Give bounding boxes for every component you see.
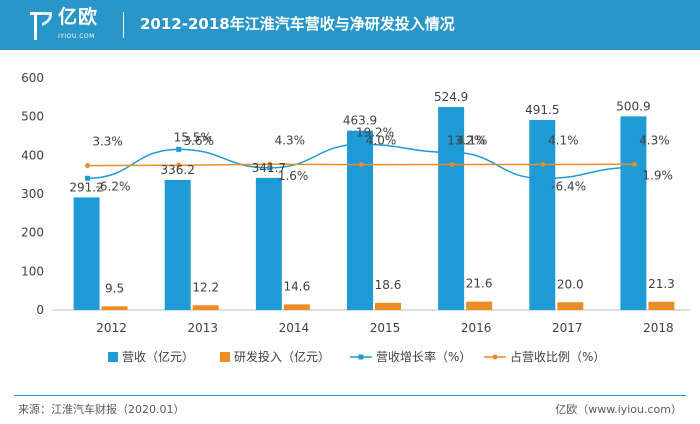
legend-marker bbox=[492, 354, 498, 360]
rd-bar bbox=[283, 304, 310, 310]
rd-bar-label: 21.6 bbox=[466, 277, 493, 291]
rd-ratio-point bbox=[449, 162, 455, 168]
revenue-bar-label: 291.2 bbox=[69, 180, 103, 194]
revenue-bar-label: 500.9 bbox=[616, 99, 650, 113]
logo-subtext: IYIOU.COM bbox=[58, 33, 95, 40]
rd-ratio-point bbox=[631, 161, 637, 167]
rd-ratio-label: 4.3% bbox=[639, 133, 670, 147]
rd-ratio-label: 4.0% bbox=[366, 134, 397, 148]
rd-bar bbox=[557, 302, 584, 310]
rd-bar bbox=[648, 301, 675, 310]
rd-ratio-point bbox=[540, 162, 546, 168]
legend-label: 研发投入（亿元） bbox=[234, 349, 330, 364]
revenue-bar bbox=[164, 180, 191, 310]
label-layer: 291.2 336.2 341.7 463.9 524.9 491.5 500.9 9.5 12… bbox=[69, 90, 674, 295]
rd-bar-label: 21.3 bbox=[648, 277, 675, 291]
rd-bar-label: 12.2 bbox=[192, 280, 219, 294]
rd-bar bbox=[466, 301, 493, 310]
growth-rate-point bbox=[267, 165, 273, 171]
x-tick-label: 2015 bbox=[370, 321, 401, 335]
rd-ratio-point bbox=[267, 161, 273, 167]
revenue-bar bbox=[73, 197, 100, 310]
rd-bar bbox=[101, 306, 128, 310]
header-banner: 亿欧 IYIOU.COM 2012-2018年江淮汽车营收与净研发投入情况 bbox=[0, 0, 700, 50]
rd-ratio-point bbox=[176, 162, 182, 168]
growth-rate-label: -6.2% bbox=[96, 179, 131, 193]
growth-rate-label: -6.4% bbox=[551, 180, 586, 194]
growth-rate-point bbox=[540, 176, 546, 182]
rd-ratio-label: 4.3% bbox=[275, 133, 306, 147]
revenue-bar bbox=[620, 116, 647, 310]
rd-bar bbox=[192, 305, 219, 310]
rd-ratio-label: 4.1% bbox=[548, 134, 579, 148]
y-tick-label: 200 bbox=[21, 226, 44, 240]
growth-rate-label: 15.5% bbox=[174, 130, 212, 144]
bar-layer bbox=[73, 107, 675, 310]
x-tick-label: 2013 bbox=[187, 321, 218, 335]
rd-bar-label: 18.6 bbox=[375, 278, 402, 292]
x-tick-label: 2017 bbox=[552, 321, 583, 335]
growth-rate-label: 19.2% bbox=[356, 125, 394, 139]
page-title: 2012-2018年江淮汽车营收与净研发投入情况 bbox=[140, 15, 455, 33]
yiou-logo-icon bbox=[30, 12, 53, 40]
revenue-bar bbox=[255, 177, 282, 310]
rd-bar-label: 9.5 bbox=[105, 281, 124, 295]
growth-rate-point bbox=[358, 141, 364, 147]
revenue-bar bbox=[347, 130, 373, 310]
rd-ratio-point bbox=[358, 162, 364, 168]
legend: 营收（亿元） 研发投入（亿元） 营收增长率（%） 占营收比例（%） bbox=[108, 349, 605, 364]
legend-marker bbox=[358, 354, 364, 360]
growth-rate-point bbox=[631, 164, 637, 170]
revenue-rd-chart: 0 100 200 300 400 500 600 2012 2013 2014 2015 2016 2… bbox=[21, 71, 690, 364]
growth-rate-label: 1.9% bbox=[642, 168, 673, 182]
rd-ratio-point bbox=[85, 163, 91, 169]
legend-label: 营收增长率（%） bbox=[376, 349, 471, 364]
source-note: 来源：江淮汽车财报（2020.01） bbox=[18, 403, 185, 416]
growth-rate-label: 1.6% bbox=[278, 169, 309, 183]
growth-rate-label: 13.2% bbox=[447, 133, 485, 147]
revenue-bar-label: 491.5 bbox=[525, 103, 559, 117]
growth-rate-point bbox=[176, 146, 182, 152]
y-tick-label: 500 bbox=[21, 110, 44, 124]
x-tick-label: 2014 bbox=[279, 321, 310, 335]
y-tick-label: 0 bbox=[36, 303, 44, 317]
revenue-bar bbox=[438, 107, 465, 310]
growth-rate-point bbox=[85, 175, 91, 181]
rd-bar-label: 14.6 bbox=[283, 279, 310, 293]
revenue-bar-label: 341.7 bbox=[252, 161, 286, 175]
legend-swatch bbox=[108, 352, 118, 362]
y-tick-label: 300 bbox=[21, 187, 44, 201]
x-tick-label: 2018 bbox=[643, 321, 674, 335]
rd-ratio-label: 3.3% bbox=[92, 135, 123, 149]
logo-text: 亿欧 bbox=[58, 6, 99, 28]
credit-note: 亿欧（www.iyiou.com） bbox=[555, 403, 682, 416]
rd-ratio-label: 4.1% bbox=[457, 134, 488, 148]
revenue-bar bbox=[529, 119, 556, 310]
rd-ratio-label: 3.6% bbox=[183, 134, 214, 148]
revenue-bar-label: 524.9 bbox=[434, 90, 468, 104]
rd-bar bbox=[375, 302, 401, 310]
axis-layer: 0 100 200 300 400 500 600 2012 2013 2014 2015 2016 2… bbox=[21, 71, 690, 335]
y-tick-label: 600 bbox=[21, 71, 44, 85]
legend-label: 占营收比例（%） bbox=[510, 349, 605, 364]
revenue-bar-label: 463.9 bbox=[343, 114, 377, 128]
revenue-bar-label: 336.2 bbox=[161, 163, 195, 177]
line-layer bbox=[85, 141, 637, 182]
y-tick-label: 100 bbox=[21, 264, 44, 278]
legend-label: 营收（亿元） bbox=[122, 349, 194, 364]
y-tick-label: 400 bbox=[21, 148, 44, 162]
growth-rate-point bbox=[449, 149, 455, 155]
header-divider bbox=[123, 12, 124, 38]
x-tick-label: 2012 bbox=[96, 321, 127, 335]
legend-swatch bbox=[220, 352, 230, 362]
x-tick-label: 2016 bbox=[461, 321, 492, 335]
rd-bar-label: 20.0 bbox=[557, 277, 584, 291]
footer-divider bbox=[14, 395, 686, 396]
